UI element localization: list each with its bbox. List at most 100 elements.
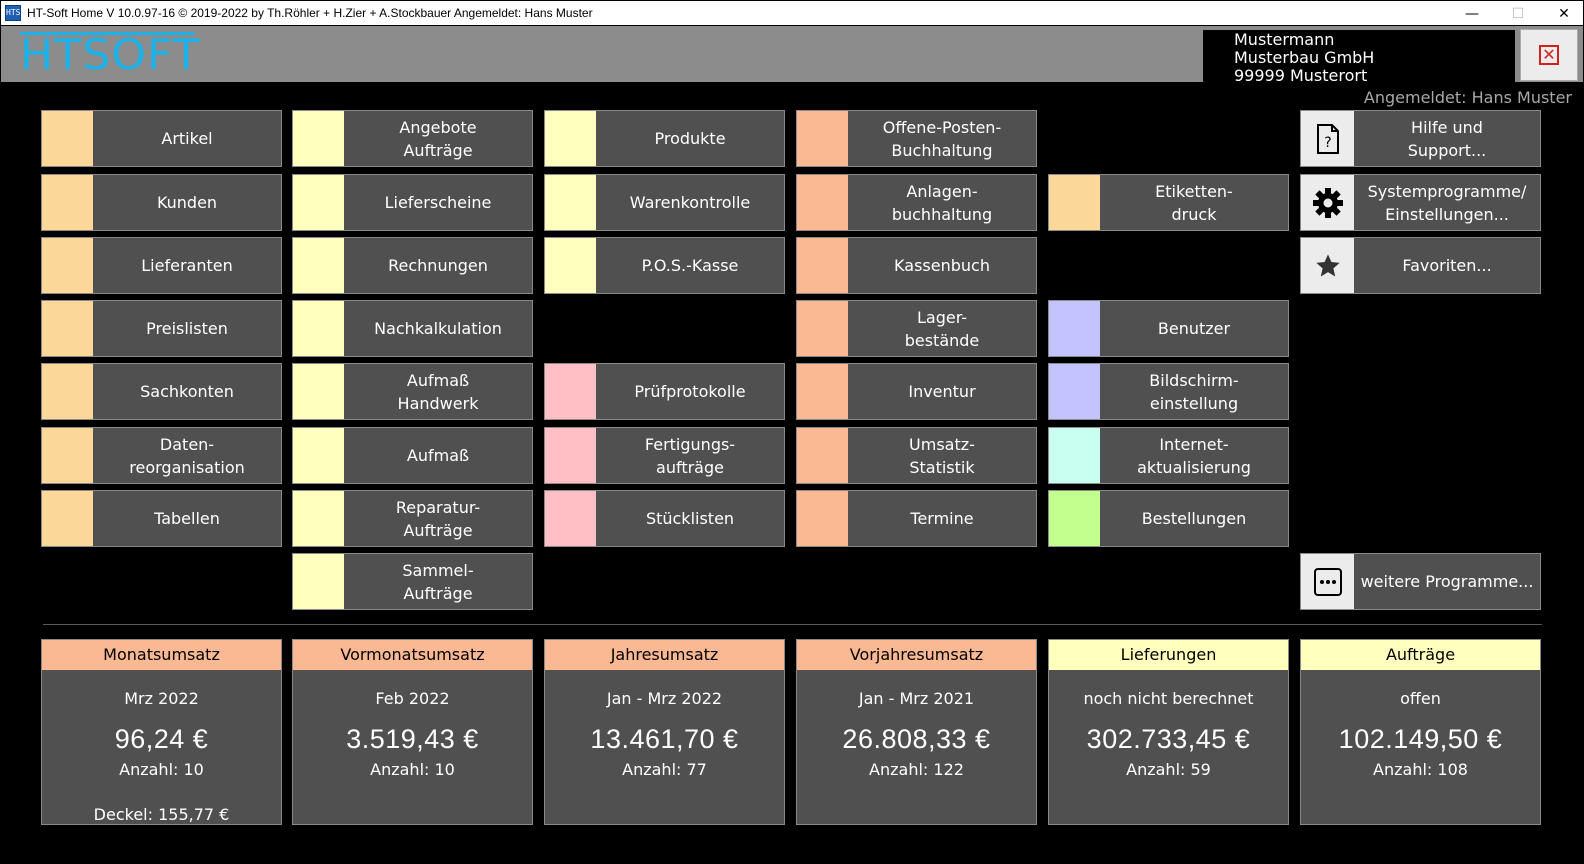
tile-bestellungen[interactable]: Bestellungen: [1048, 490, 1289, 547]
stat-amount: 96,24 €: [114, 724, 209, 754]
tile-label: Inventur: [908, 382, 976, 401]
tile-bildschirmeinstellung[interactable]: Bildschirm- einstellung: [1048, 363, 1289, 420]
stat-count: Anzahl: 77: [622, 760, 707, 779]
stat-auftraege[interactable]: Aufträge offen 102.149,50 € Anzahl: 108: [1300, 639, 1541, 825]
star-icon: [1301, 238, 1354, 293]
tile-preislisten[interactable]: Preislisten: [41, 300, 282, 357]
color-swatch: [545, 238, 596, 293]
stat-period: Jan - Mrz 2021: [858, 689, 975, 708]
tile-label: Lieferanten: [141, 256, 233, 275]
tile-aufmass[interactable]: Aufmaß: [292, 427, 533, 484]
tile-label: Internet- aktualisierung: [1137, 434, 1251, 477]
tile-datenreorganisation[interactable]: Daten- reorganisation: [41, 427, 282, 484]
stat-monatsumsatz[interactable]: Monatsumsatz Mrz 2022 96,24 € Anzahl: 10…: [41, 639, 282, 825]
tile-sachkonten[interactable]: Sachkonten: [41, 363, 282, 420]
tile-artikel[interactable]: Artikel: [41, 110, 282, 167]
tile-stuecklisten[interactable]: Stücklisten: [544, 490, 785, 547]
tile-angebote[interactable]: Angebote Aufträge: [292, 110, 533, 167]
tile-umsatz-statistik[interactable]: Umsatz- Statistik: [796, 427, 1037, 484]
stat-heading: Monatsumsatz: [42, 640, 281, 670]
tile-label: Benutzer: [1157, 319, 1231, 338]
tile-favoriten[interactable]: Favoriten...: [1300, 237, 1541, 294]
stat-amount: 13.461,70 €: [590, 724, 739, 754]
color-swatch: [797, 238, 848, 293]
tile-systemprogramme[interactable]: Systemprogramme/ Einstellungen...: [1300, 174, 1541, 231]
tile-label: Artikel: [161, 129, 213, 148]
tile-kunden[interactable]: Kunden: [41, 174, 282, 231]
tile-offene-posten[interactable]: Offene-Posten- Buchhaltung: [796, 110, 1037, 167]
color-swatch: [797, 175, 848, 230]
tile-nachkalkulation[interactable]: Nachkalkulation: [292, 300, 533, 357]
app-icon: HTS: [5, 5, 21, 21]
stat-count: Anzahl: 10: [370, 760, 455, 779]
tile-anlagenbuchhaltung[interactable]: Anlagen- buchhaltung: [796, 174, 1037, 231]
tile-hilfe-support[interactable]: ? Hilfe und Support...: [1300, 110, 1541, 167]
window-close-button[interactable]: ✕: [1558, 5, 1570, 22]
tile-label: Sammel- Aufträge: [402, 560, 474, 603]
tile-inventur[interactable]: Inventur: [796, 363, 1037, 420]
tile-tabellen[interactable]: Tabellen: [41, 490, 282, 547]
more-dots-icon: [1301, 554, 1354, 609]
help-document-icon: ?: [1301, 111, 1354, 166]
tile-label: Etiketten- druck: [1155, 181, 1233, 224]
tile-etikettendruck[interactable]: Etiketten- druck: [1048, 174, 1289, 231]
tile-lieferanten[interactable]: Lieferanten: [41, 237, 282, 294]
color-swatch: [797, 491, 848, 546]
htsoft-logo: HTSOFT: [20, 32, 200, 76]
color-swatch: [42, 111, 93, 166]
tile-termine[interactable]: Termine: [796, 490, 1037, 547]
tile-label: Produkte: [654, 129, 726, 148]
tile-pruefprotokolle[interactable]: Prüfprotokolle: [544, 363, 785, 420]
stat-heading: Aufträge: [1301, 640, 1540, 670]
tile-label: Bestellungen: [1141, 509, 1247, 528]
color-swatch: [42, 428, 93, 483]
tile-label: P.O.S.-Kasse: [641, 256, 739, 275]
color-swatch: [1049, 491, 1100, 546]
color-swatch: [293, 554, 344, 609]
stat-vormonatsumsatz[interactable]: Vormonatsumsatz Feb 2022 3.519,43 € Anza…: [292, 639, 533, 825]
stat-jahresumsatz[interactable]: Jahresumsatz Jan - Mrz 2022 13.461,70 € …: [544, 639, 785, 825]
tile-pos-kasse[interactable]: P.O.S.-Kasse: [544, 237, 785, 294]
color-swatch: [797, 301, 848, 356]
tile-label: Termine: [910, 509, 974, 528]
tile-label: Lieferscheine: [384, 193, 492, 212]
tile-internet-aktualisierung[interactable]: Internet- aktualisierung: [1048, 427, 1289, 484]
tile-produkte[interactable]: Produkte: [544, 110, 785, 167]
exit-button[interactable]: ✕: [1520, 29, 1578, 81]
stat-amount: 3.519,43 €: [346, 724, 479, 754]
color-swatch: [545, 364, 596, 419]
tile-aufmass-handwerk[interactable]: Aufmaß Handwerk: [292, 363, 533, 420]
window-titlebar: HTS HT-Soft Home V 10.0.97-16 © 2019-202…: [0, 0, 1584, 26]
tile-label: Hilfe und Support...: [1407, 117, 1487, 160]
company-line-3: 99999 Musterort: [1234, 66, 1368, 85]
tile-sammel-auftraege[interactable]: Sammel- Aufträge: [292, 553, 533, 610]
stat-heading: Vormonatsumsatz: [293, 640, 532, 670]
svg-text:?: ?: [1324, 135, 1331, 151]
tile-warenkontrolle[interactable]: Warenkontrolle: [544, 174, 785, 231]
stat-period: noch nicht berechnet: [1083, 689, 1254, 708]
tile-label: Daten- reorganisation: [129, 434, 245, 477]
tile-label: Stücklisten: [645, 509, 735, 528]
tile-lagerbestaende[interactable]: Lager- bestände: [796, 300, 1037, 357]
close-icon: ✕: [1539, 45, 1559, 65]
logged-in-user: Angemeldet: Hans Muster: [1363, 88, 1572, 107]
tile-benutzer[interactable]: Benutzer: [1048, 300, 1289, 357]
color-swatch: [1049, 175, 1100, 230]
tile-lieferscheine[interactable]: Lieferscheine: [292, 174, 533, 231]
stat-period: Mrz 2022: [124, 689, 199, 708]
tile-weitere-programme[interactable]: weitere Programme...: [1300, 553, 1541, 610]
tile-label: Rechnungen: [388, 256, 488, 275]
maximize-button[interactable]: ☐: [1511, 5, 1525, 22]
stat-count: Anzahl: 10: [119, 760, 204, 779]
tile-reparatur-auftraege[interactable]: Reparatur- Aufträge: [292, 490, 533, 547]
tile-fertigungsauftraege[interactable]: Fertigungs- aufträge: [544, 427, 785, 484]
stat-count: Anzahl: 122: [869, 760, 964, 779]
color-swatch: [42, 364, 93, 419]
stat-vorjahresumsatz[interactable]: Vorjahresumsatz Jan - Mrz 2021 26.808,33…: [796, 639, 1037, 825]
stat-period: Jan - Mrz 2022: [606, 689, 723, 708]
tile-kassenbuch[interactable]: Kassenbuch: [796, 237, 1037, 294]
minimize-button[interactable]: —: [1465, 5, 1479, 22]
color-swatch: [42, 238, 93, 293]
stat-lieferungen[interactable]: Lieferungen noch nicht berechnet 302.733…: [1048, 639, 1289, 825]
tile-rechnungen[interactable]: Rechnungen: [292, 237, 533, 294]
